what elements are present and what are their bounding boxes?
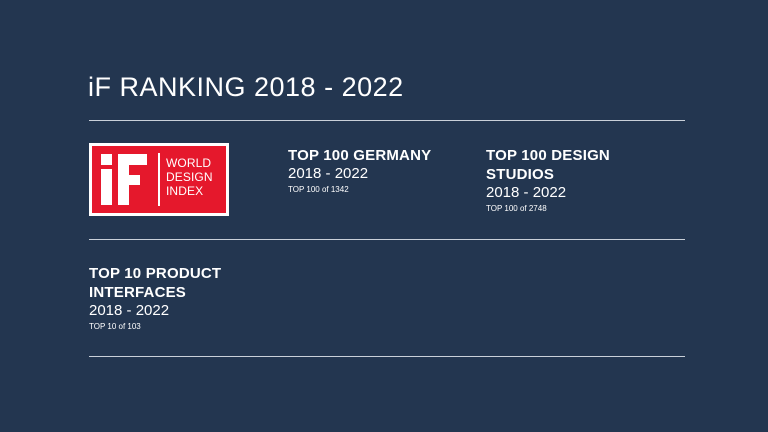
ranking-note: TOP 100 of 2748 [486,204,547,213]
ranking-note: TOP 10 of 103 [89,322,141,331]
ranking-heading-line-2: STUDIOS [486,166,555,183]
ranking-heading: TOP 100 DESIGN [486,147,610,164]
ranking-note: TOP 100 of 1342 [288,185,349,194]
ranking-period: 2018 - 2022 [89,302,170,319]
ranking-heading: TOP 10 PRODUCT [89,265,222,282]
ranking-period: 2018 - 2022 [288,165,369,182]
if-world-design-index-logo: WORLD DESIGN INDEX [89,143,229,216]
logo-red-panel: WORLD DESIGN INDEX [92,146,226,213]
page-title: iF RANKING 2018 - 2022 [88,72,404,102]
ranking-top-10-product-interfaces: TOP 10 PRODUCT INTERFACES 2018 - 2022 TO… [89,264,221,332]
ranking-top-100-germany: TOP 100 GERMANY 2018 - 2022 TOP 100 of 1… [288,146,431,195]
logo-separator [158,153,160,206]
logo-line-index: INDEX [166,184,204,198]
ranking-top-100-design-studios: TOP 100 DESIGN STUDIOS 2018 - 2022 TOP 1… [486,146,610,214]
ranking-heading: TOP 100 GERMANY [288,147,432,164]
logo-line-world: WORLD [166,156,212,170]
if-logo-mark-icon [101,154,147,205]
divider-top [89,120,685,121]
logo-line-design: DESIGN [166,170,213,184]
divider-middle [89,239,685,240]
logo-wordmark: WORLD DESIGN INDEX [166,156,213,198]
ranking-period: 2018 - 2022 [486,184,567,201]
ranking-heading-line-2: INTERFACES [89,284,187,301]
divider-bottom [89,356,685,357]
